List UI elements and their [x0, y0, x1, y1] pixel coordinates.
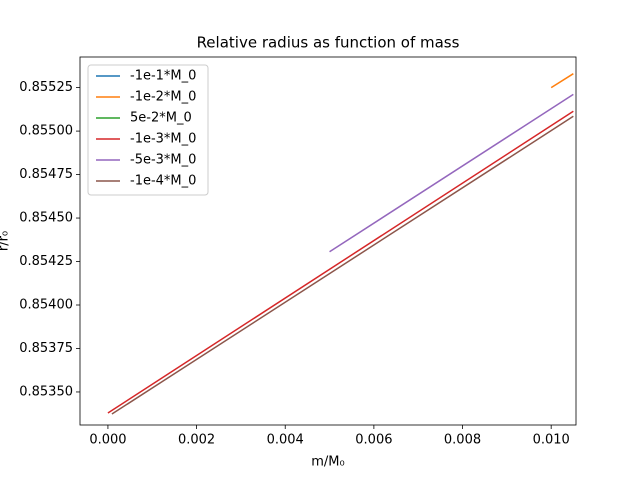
plot-area — [107, 73, 574, 415]
legend-label: -1e-1*M_0 — [130, 69, 196, 84]
x-axis-label: m/M₀ — [311, 455, 344, 470]
x-tick-label: 0.006 — [355, 433, 392, 448]
line-series — [329, 93, 574, 253]
y-tick-label: 0.85425 — [19, 254, 73, 269]
legend-label: -5e-3*M_0 — [130, 153, 196, 168]
y-tick-label: 0.85450 — [19, 211, 73, 226]
legend-label: -1e-4*M_0 — [130, 174, 196, 189]
x-tick-label: 0.010 — [533, 433, 570, 448]
y-tick-label: 0.85350 — [19, 384, 73, 399]
y-tick-label: 0.85375 — [19, 341, 73, 356]
legend-label: -1e-3*M_0 — [130, 132, 196, 147]
x-tick-label: 0.002 — [178, 433, 215, 448]
line-series — [550, 73, 574, 89]
y-tick-label: 0.85400 — [19, 298, 73, 313]
y-tick-label: 0.85475 — [19, 167, 73, 182]
x-tick-label: 0.008 — [444, 433, 481, 448]
legend-label: -1e-2*M_0 — [130, 90, 196, 105]
axes-frame — [79, 56, 577, 426]
line-series — [111, 115, 574, 415]
y-tick-label: 0.85500 — [19, 124, 73, 139]
y-axis-label: r/r₀ — [0, 231, 12, 251]
x-tick-label: 0.000 — [89, 433, 126, 448]
y-tick-label: 0.85525 — [19, 80, 73, 95]
chart-title: Relative radius as function of mass — [197, 34, 460, 52]
legend-label: 5e-2*M_0 — [130, 111, 192, 126]
line-series — [107, 110, 574, 414]
x-tick-label: 0.004 — [267, 433, 304, 448]
